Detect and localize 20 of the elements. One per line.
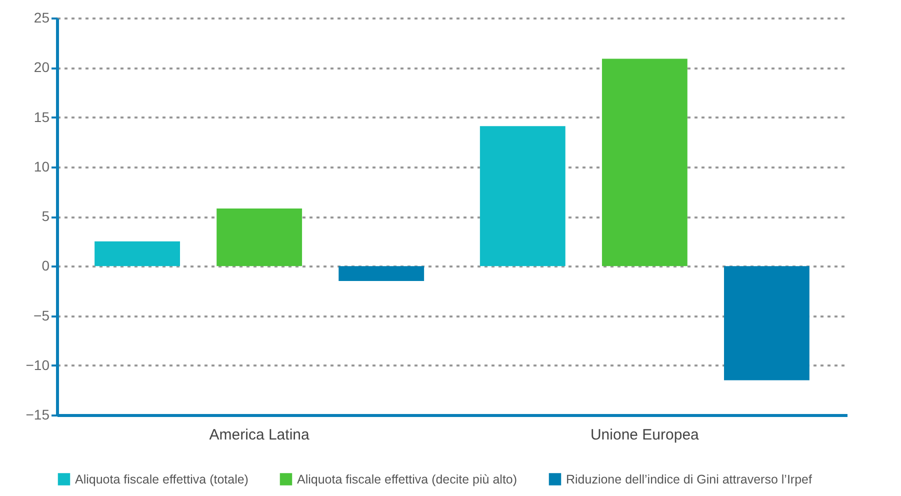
y-tick-label: 15 <box>34 108 50 125</box>
legend-label: Riduzione dell’indice di Gini attraverso l’Irpef <box>566 472 812 486</box>
legend-label: Aliquota fiscale effettiva (decite più alto) <box>297 472 518 486</box>
y-tick-label: −10 <box>26 356 50 373</box>
y-tick-label: 10 <box>34 158 50 174</box>
bar <box>338 266 424 282</box>
y-tick-label: 20 <box>34 59 50 76</box>
y-tick-label: −5 <box>34 307 50 324</box>
y-tick-label: 25 <box>34 10 50 26</box>
legend-label: Aliquota fiscale effettiva (totale) <box>75 472 248 486</box>
bar <box>724 266 810 380</box>
bar <box>216 208 302 266</box>
x-tick-label: Unione Europea <box>590 426 700 444</box>
bar <box>94 241 180 266</box>
x-tick-label: America Latina <box>209 426 310 444</box>
y-tick-label: −15 <box>26 406 50 422</box>
y-tick-label: 0 <box>42 258 50 274</box>
y-tick-label: 5 <box>42 208 50 224</box>
bar <box>602 58 688 266</box>
bar <box>480 126 566 266</box>
